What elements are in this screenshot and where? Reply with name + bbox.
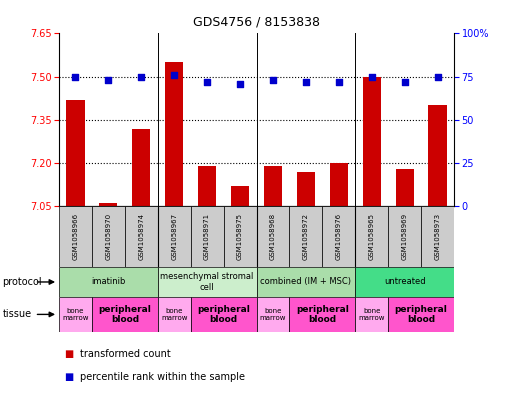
Text: GSM1058967: GSM1058967	[171, 213, 177, 260]
Text: untreated: untreated	[384, 277, 425, 286]
Bar	[428, 105, 447, 206]
Bar	[396, 169, 413, 206]
Bar	[256, 267, 355, 297]
Bar	[100, 204, 117, 206]
Text: GSM1058976: GSM1058976	[336, 213, 342, 260]
Text: bone
marrow: bone marrow	[359, 308, 385, 321]
Bar	[92, 206, 125, 267]
Text: combined (IM + MSC): combined (IM + MSC)	[261, 277, 351, 286]
Point	[302, 79, 310, 85]
Bar	[92, 297, 158, 332]
Bar	[191, 297, 256, 332]
Text: bone
marrow: bone marrow	[260, 308, 286, 321]
Bar	[289, 206, 322, 267]
Bar	[388, 206, 421, 267]
Bar	[355, 206, 388, 267]
Point	[71, 73, 80, 80]
Text: protocol: protocol	[3, 277, 42, 287]
Point	[401, 79, 409, 85]
Bar	[322, 206, 355, 267]
Text: ■: ■	[64, 349, 73, 359]
Bar	[59, 206, 92, 267]
Text: GSM1058974: GSM1058974	[139, 213, 144, 260]
Bar	[231, 186, 249, 206]
Text: GSM1058972: GSM1058972	[303, 213, 309, 260]
Bar	[256, 206, 289, 267]
Point	[104, 77, 112, 83]
Bar	[355, 267, 454, 297]
Point	[368, 73, 376, 80]
Text: GSM1058969: GSM1058969	[402, 213, 408, 260]
Bar	[264, 166, 282, 206]
Bar	[421, 206, 454, 267]
Bar	[59, 267, 158, 297]
Bar	[132, 129, 150, 206]
Text: peripheral
blood: peripheral blood	[197, 305, 250, 324]
Bar	[256, 297, 289, 332]
Point	[203, 79, 211, 85]
Text: GSM1058965: GSM1058965	[369, 213, 374, 260]
Bar	[289, 297, 355, 332]
Bar	[198, 166, 216, 206]
Point	[269, 77, 277, 83]
Bar	[158, 206, 191, 267]
Bar	[158, 297, 191, 332]
Bar	[355, 297, 388, 332]
Text: bone
marrow: bone marrow	[161, 308, 187, 321]
Point	[137, 73, 145, 80]
Text: transformed count: transformed count	[80, 349, 170, 359]
Text: percentile rank within the sample: percentile rank within the sample	[80, 372, 245, 382]
Bar	[330, 163, 348, 206]
Text: GSM1058970: GSM1058970	[105, 213, 111, 260]
Text: peripheral
blood: peripheral blood	[394, 305, 447, 324]
Text: peripheral
blood: peripheral blood	[296, 305, 349, 324]
Point	[170, 72, 179, 78]
Bar	[125, 206, 158, 267]
Bar	[158, 267, 256, 297]
Text: ■: ■	[64, 372, 73, 382]
Bar	[66, 100, 85, 206]
Text: GSM1058966: GSM1058966	[72, 213, 78, 260]
Bar	[59, 297, 92, 332]
Bar	[388, 297, 454, 332]
Text: tissue: tissue	[3, 309, 32, 320]
Bar	[224, 206, 256, 267]
Bar	[297, 172, 315, 206]
Text: peripheral
blood: peripheral blood	[98, 305, 151, 324]
Text: GDS4756 / 8153838: GDS4756 / 8153838	[193, 16, 320, 29]
Point	[433, 73, 442, 80]
Text: bone
marrow: bone marrow	[62, 308, 89, 321]
Text: GSM1058975: GSM1058975	[237, 213, 243, 260]
Bar	[165, 62, 183, 206]
Text: GSM1058973: GSM1058973	[435, 213, 441, 260]
Text: mesenchymal stromal
cell: mesenchymal stromal cell	[161, 272, 254, 292]
Bar	[191, 206, 224, 267]
Text: GSM1058968: GSM1058968	[270, 213, 276, 260]
Bar	[363, 77, 381, 206]
Point	[236, 81, 244, 87]
Point	[334, 79, 343, 85]
Text: GSM1058971: GSM1058971	[204, 213, 210, 260]
Text: imatinib: imatinib	[91, 277, 126, 286]
